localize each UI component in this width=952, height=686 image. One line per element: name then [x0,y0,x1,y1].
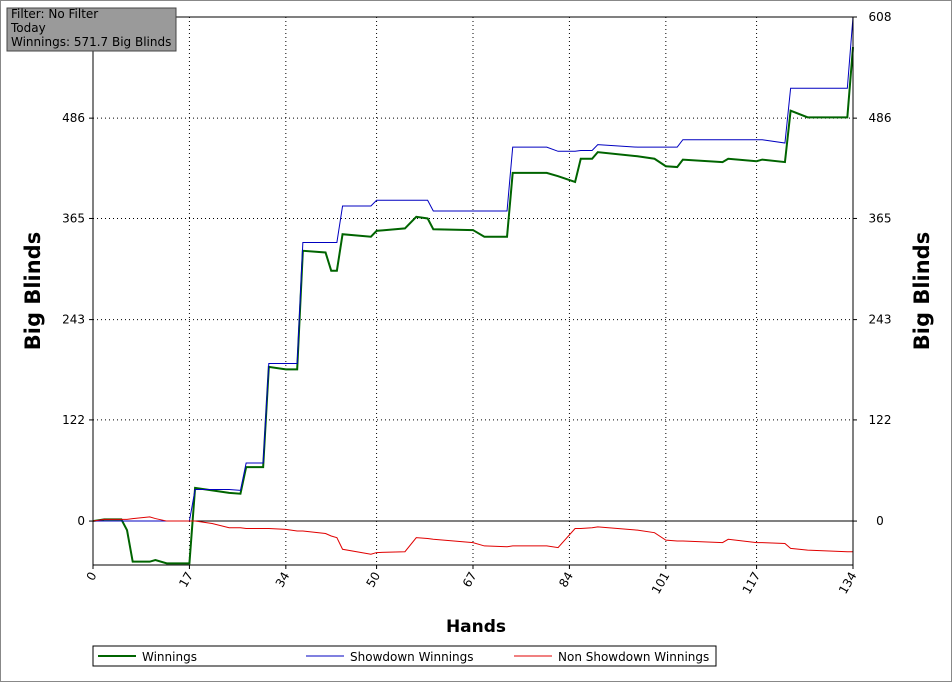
x-tick-label: 34 [273,570,293,590]
x-tick-label: 50 [363,570,383,590]
series-line [93,16,854,522]
plot-border [92,16,854,566]
x-axis-label: Hands [446,617,506,637]
y2-axis-label: Big Blinds [910,232,934,350]
y2-tick-label: 243 [869,313,892,327]
x-tick-label: 17 [176,570,196,590]
y-tick-label: 486 [62,111,85,125]
legend-label: Non Showdown Winnings [558,650,709,664]
y2-tick-label: 486 [869,111,892,125]
x-tick-label: 67 [460,570,480,590]
y-axis-label: Big Blinds [21,232,45,350]
y-tick-label: 122 [62,413,85,427]
series-line [92,47,854,565]
y-tick-label: 243 [62,313,85,327]
legend-label: Winnings [142,650,197,664]
y-tick-label: 0 [77,514,85,528]
info-period: Today [10,21,46,35]
info-box [6,7,177,52]
y-tick-label: 365 [62,211,85,225]
y2-tick-label: 122 [869,413,892,427]
legend-items: Winnings Showdown Winnings Non Showdown Wi… [98,650,709,664]
y2-tick-label: 365 [869,211,892,225]
y2-tick-label: 608 [869,10,892,24]
legend [92,645,717,667]
y2-tick-label: 0 [876,514,884,528]
x-tick-label: 84 [556,570,576,590]
series-line [92,516,853,555]
info-filter: Filter: No Filter [11,7,98,21]
info-winnings: Winnings: 571.7 Big Blinds [11,35,171,49]
legend-label: Showdown Winnings [350,650,474,664]
